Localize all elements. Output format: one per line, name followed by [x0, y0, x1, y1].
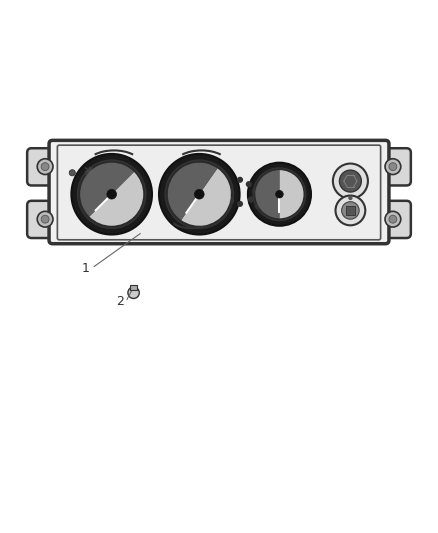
Wedge shape: [255, 170, 279, 219]
FancyBboxPatch shape: [57, 145, 381, 240]
Circle shape: [389, 215, 397, 223]
Circle shape: [78, 160, 146, 229]
Circle shape: [237, 177, 243, 183]
Circle shape: [339, 170, 361, 192]
Circle shape: [41, 215, 49, 223]
Circle shape: [37, 211, 53, 227]
Circle shape: [342, 201, 359, 219]
FancyBboxPatch shape: [346, 206, 355, 215]
Wedge shape: [89, 172, 143, 226]
Wedge shape: [80, 163, 134, 216]
Wedge shape: [181, 168, 231, 226]
Circle shape: [248, 197, 254, 203]
Circle shape: [226, 188, 232, 194]
Circle shape: [385, 211, 401, 227]
Circle shape: [69, 169, 75, 176]
Circle shape: [248, 163, 311, 226]
FancyBboxPatch shape: [49, 140, 389, 244]
Circle shape: [128, 287, 139, 298]
Circle shape: [228, 198, 234, 204]
FancyBboxPatch shape: [375, 148, 411, 185]
Circle shape: [252, 188, 258, 194]
Circle shape: [276, 190, 283, 198]
Text: 2: 2: [117, 295, 124, 308]
Circle shape: [389, 163, 397, 171]
Circle shape: [41, 163, 49, 171]
FancyBboxPatch shape: [130, 285, 137, 290]
Circle shape: [71, 154, 152, 235]
FancyBboxPatch shape: [375, 201, 411, 238]
Circle shape: [348, 196, 353, 200]
Circle shape: [246, 181, 252, 187]
Wedge shape: [279, 170, 304, 219]
Circle shape: [37, 159, 53, 174]
Circle shape: [253, 168, 306, 221]
Text: 1: 1: [81, 262, 89, 275]
Circle shape: [385, 159, 401, 174]
Circle shape: [254, 203, 261, 209]
Circle shape: [336, 196, 365, 225]
Circle shape: [333, 164, 368, 199]
Circle shape: [165, 160, 233, 229]
FancyBboxPatch shape: [27, 201, 63, 238]
Circle shape: [194, 189, 204, 199]
Circle shape: [237, 201, 243, 207]
Wedge shape: [168, 163, 217, 220]
FancyBboxPatch shape: [27, 148, 63, 185]
Circle shape: [107, 189, 117, 199]
Circle shape: [159, 154, 240, 235]
